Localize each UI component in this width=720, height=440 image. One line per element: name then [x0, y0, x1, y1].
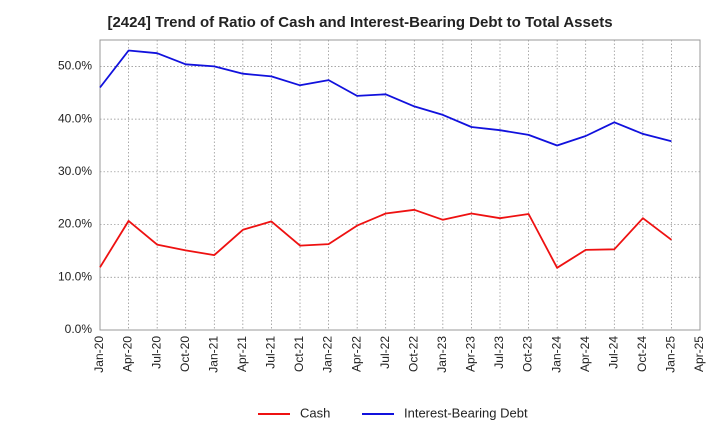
plot-frame: [99, 39, 701, 331]
x-tick-label: Oct-21: [292, 336, 306, 372]
x-tick-label: Jan-21: [206, 336, 220, 373]
x-tick-label: Jul-21: [264, 336, 278, 369]
y-tick-label: 0.0%: [65, 322, 93, 336]
x-tick-label: Oct-22: [406, 336, 420, 372]
y-tick-label: 20.0%: [58, 217, 92, 231]
series-line-interest-bearing-debt: [99, 49, 672, 147]
x-tick-label: Jan-24: [549, 336, 563, 373]
y-tick-label: 10.0%: [58, 269, 92, 283]
x-tick-label: Apr-20: [121, 336, 135, 372]
x-tick-label: Apr-23: [464, 336, 478, 372]
x-tick-label: Apr-22: [349, 336, 363, 372]
legend-label: Interest-Bearing Debt: [404, 405, 528, 420]
grid: [99, 40, 701, 331]
axes: Jan-20 Apr-20 Jul-20 Oct-20 Jan-21 Apr-21 Jul-…: [58, 59, 706, 373]
x-tick-label: Oct-23: [521, 336, 535, 372]
x-tick-label: Apr-24: [578, 336, 592, 372]
x-tick-label: Jan-25: [664, 336, 678, 373]
x-tick-label: Jan-23: [435, 336, 449, 373]
y-tick-label: 50.0%: [58, 59, 92, 73]
x-tick-label: Oct-24: [635, 336, 649, 372]
series-layer: [99, 49, 672, 269]
x-tick-label: Jul-23: [492, 336, 506, 369]
chart-title: [2424] Trend of Ratio of Cash and Intere…: [107, 14, 613, 31]
x-tick-label: Apr-25: [692, 336, 706, 372]
legend: Cash Interest-Bearing Debt: [258, 405, 528, 420]
x-tick-label: Apr-21: [235, 336, 249, 372]
x-tick-label: Jan-20: [92, 336, 106, 373]
series-line-cash: [99, 208, 672, 269]
y-tick-label: 30.0%: [58, 164, 92, 178]
x-tick-label: Jan-22: [321, 336, 335, 373]
y-tick-label: 40.0%: [58, 111, 92, 125]
x-tick-label: Jul-22: [378, 336, 392, 369]
x-tick-label: Oct-20: [178, 336, 192, 372]
legend-label: Cash: [300, 405, 330, 420]
x-tick-label: Jul-24: [606, 336, 620, 369]
x-tick-label: Jul-20: [149, 336, 163, 369]
